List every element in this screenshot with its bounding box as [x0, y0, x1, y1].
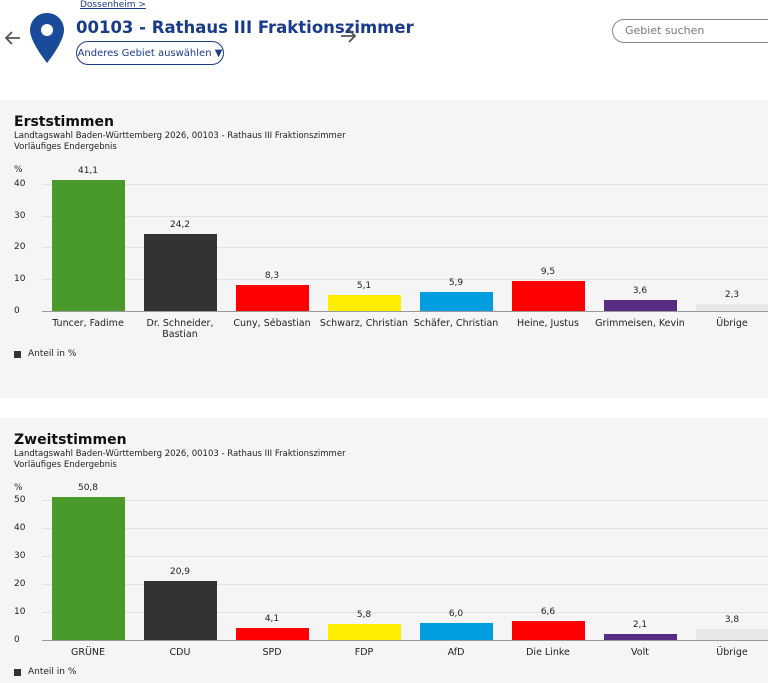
x-tick-label: Die Linke — [526, 647, 570, 658]
select-area-button[interactable]: Anderes Gebiet auswählen ▼ — [76, 41, 224, 65]
bar — [143, 234, 217, 311]
grid-line — [42, 611, 768, 613]
chart-title: Zweitstimmen — [14, 432, 127, 448]
legend-swatch — [14, 669, 21, 676]
y-tick-label: 20 — [14, 242, 26, 253]
value-label: 3,8 — [724, 615, 740, 626]
y-tick-label: 30 — [14, 210, 26, 221]
chart-panel: Zweitstimmen Landtagswahl Baden-Württembe… — [0, 418, 768, 683]
bar — [511, 621, 585, 640]
page-title: 00103 - Rathaus III Fraktionszimmer — [76, 18, 414, 37]
bar — [419, 623, 493, 640]
value-label: 50,8 — [77, 483, 99, 494]
grid-line — [42, 311, 768, 312]
value-label: 2,3 — [724, 289, 740, 300]
grid-line — [42, 279, 768, 281]
x-tick-label: Übrige — [716, 318, 748, 329]
legend-swatch — [14, 351, 21, 358]
x-tick-label: Grimmeisen, Kevin — [595, 318, 685, 329]
y-axis-label: % — [14, 165, 23, 175]
chart-subtitle: Landtagswahl Baden-Württemberg 2026, 001… — [14, 449, 346, 459]
x-tick-label: Cuny, Sébastian — [233, 318, 311, 329]
grid-line — [42, 555, 768, 557]
x-tick-label: Schäfer, Christian — [413, 318, 499, 329]
x-tick-label: Dr. Schneider, Bastian — [146, 318, 214, 340]
value-label: 9,5 — [540, 266, 556, 277]
bar — [51, 497, 125, 640]
bar — [603, 634, 677, 640]
y-tick-label: 20 — [14, 578, 26, 589]
value-label: 5,8 — [356, 609, 372, 620]
grid-line — [42, 499, 768, 501]
value-label: 5,1 — [356, 280, 372, 291]
breadcrumb[interactable]: Dossenheim > — [80, 0, 146, 10]
search-input[interactable]: Gebiet suchen — [612, 19, 768, 43]
value-label: 5,9 — [448, 278, 464, 289]
y-axis-label: % — [14, 483, 23, 493]
x-tick-label: Heine, Justus — [516, 318, 579, 329]
y-tick-label: 10 — [14, 274, 26, 285]
back-arrow[interactable] — [3, 28, 23, 48]
bar — [695, 629, 768, 640]
grid-line — [42, 527, 768, 529]
legend-label: Anteil in % — [28, 349, 77, 359]
value-label: 6,6 — [540, 607, 556, 618]
x-tick-label: GRÜNE — [70, 647, 106, 658]
y-tick-label: 30 — [14, 550, 26, 561]
grid-line — [42, 247, 768, 249]
x-tick-label: Volt — [631, 647, 649, 658]
value-label: 3,6 — [632, 285, 648, 296]
value-label: 41,1 — [77, 166, 99, 177]
bar — [327, 623, 401, 640]
x-tick-label: Schwarz, Christian — [319, 318, 409, 329]
y-tick-label: 40 — [14, 178, 26, 189]
grid-line — [42, 583, 768, 585]
x-tick-label: SPD — [262, 647, 282, 658]
grid-line — [42, 183, 768, 185]
value-label: 8,3 — [264, 270, 280, 281]
value-label: 2,1 — [632, 620, 648, 631]
x-tick-label: AfD — [447, 647, 465, 658]
bar — [327, 294, 401, 311]
bar — [143, 581, 217, 640]
chart-status: Vorläufiges Endergebnis — [14, 142, 117, 152]
chart-status: Vorläufiges Endergebnis — [14, 460, 117, 470]
x-tick-label: CDU — [169, 647, 191, 658]
chart-subtitle: Landtagswahl Baden-Württemberg 2026, 001… — [14, 131, 346, 141]
y-tick-label: 0 — [14, 306, 20, 316]
bar — [695, 303, 768, 311]
y-tick-label: 0 — [14, 635, 20, 645]
x-tick-label: Tuncer, Fadime — [52, 318, 124, 329]
grid-line — [42, 215, 768, 217]
y-tick-label: 40 — [14, 522, 26, 533]
value-label: 20,9 — [169, 567, 191, 578]
bar — [419, 292, 493, 311]
bar — [235, 284, 309, 311]
grid-line — [42, 640, 768, 641]
location-pin — [30, 13, 64, 63]
bar — [51, 180, 125, 311]
value-label: 4,1 — [264, 614, 280, 625]
bar — [235, 628, 309, 640]
chart-panel: Erststimmen Landtagswahl Baden-Württember… — [0, 100, 768, 398]
chart-title: Erststimmen — [14, 114, 114, 130]
legend-label: Anteil in % — [28, 667, 77, 677]
bar — [603, 299, 677, 311]
value-label: 24,2 — [169, 220, 191, 231]
x-tick-label: FDP — [354, 647, 374, 658]
forward-arrow[interactable] — [338, 26, 358, 46]
bar — [511, 280, 585, 311]
y-tick-label: 10 — [14, 606, 26, 617]
value-label: 6,0 — [448, 609, 464, 620]
y-tick-label: 50 — [14, 494, 26, 505]
x-tick-label: Übrige — [716, 647, 748, 658]
